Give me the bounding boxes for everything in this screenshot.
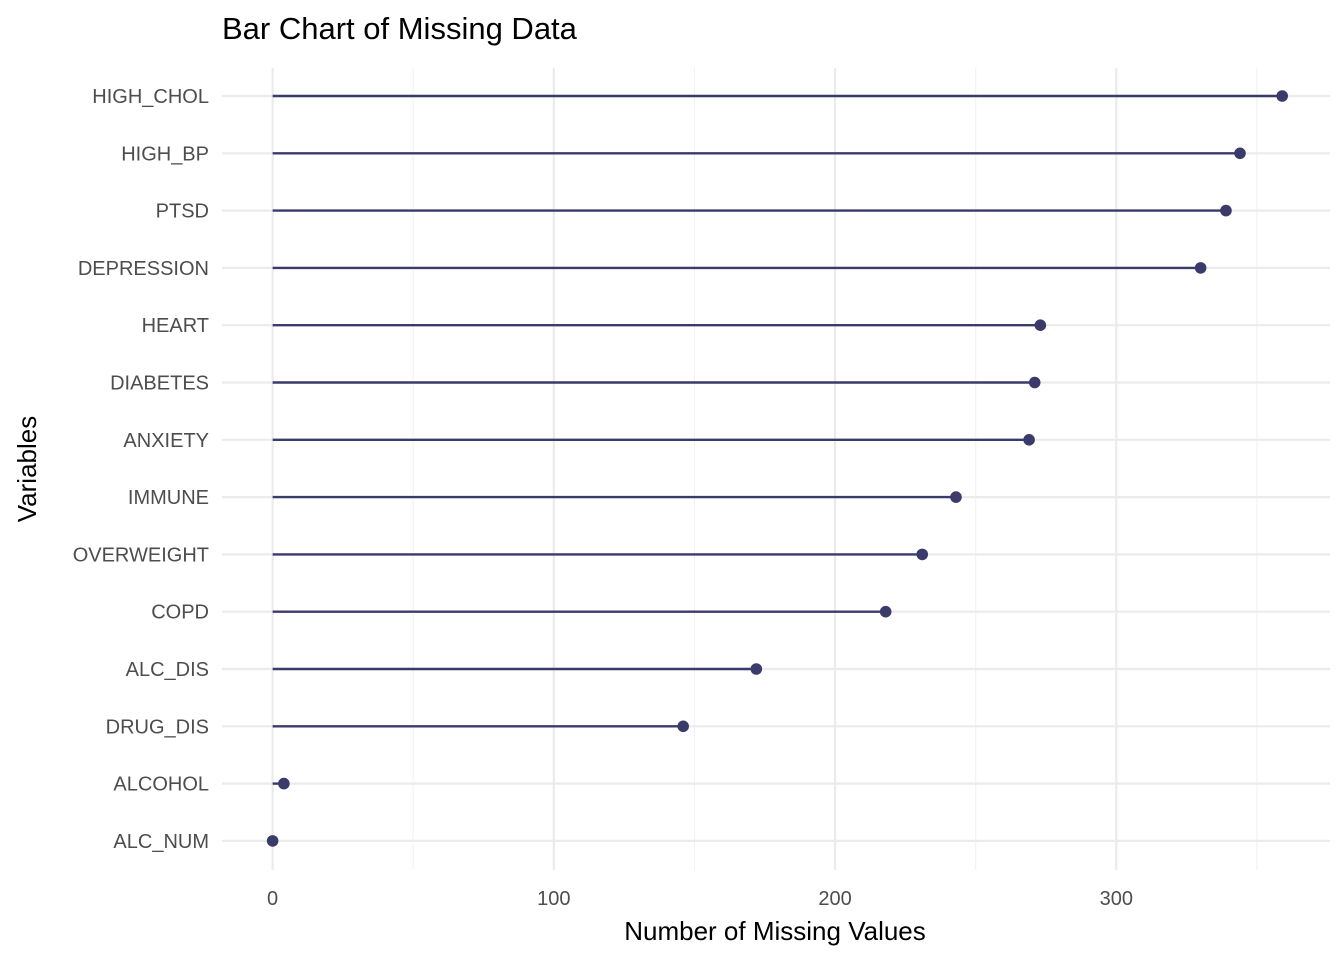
lollipop-point bbox=[950, 491, 962, 503]
y-tick-label: PTSD bbox=[156, 201, 209, 223]
chart-title: Bar Chart of Missing Data bbox=[222, 11, 578, 46]
x-axis-title: Number of Missing Values bbox=[624, 916, 926, 946]
x-tick-label: 300 bbox=[1100, 888, 1133, 910]
lollipop-point bbox=[278, 777, 290, 790]
y-tick-label: COPD bbox=[151, 602, 209, 624]
y-tick-label: ANXIETY bbox=[123, 430, 209, 452]
lollipop-point bbox=[677, 720, 689, 733]
x-tick-label: 200 bbox=[818, 888, 851, 910]
y-tick-label: DIABETES bbox=[110, 373, 209, 395]
x-tick-label: 100 bbox=[537, 888, 570, 910]
labels-layer: 0 100 200 300 HIGH_CHOL HIGH_BP PTSD DEPRESSION… bbox=[73, 86, 1133, 910]
y-tick-label: ALC_DIS bbox=[126, 659, 209, 681]
marks-layer bbox=[266, 90, 1288, 847]
y-tick-label: OVERWEIGHT bbox=[73, 544, 209, 566]
lollipop-point bbox=[916, 548, 929, 561]
grid-layer bbox=[222, 68, 1330, 870]
lollipop-point bbox=[750, 663, 763, 675]
y-tick-label: HEART bbox=[142, 315, 209, 337]
lollipop-point bbox=[266, 835, 279, 847]
lollipop-point bbox=[1276, 90, 1288, 102]
y-tick-label: ALC_NUM bbox=[113, 831, 209, 853]
y-tick-label: DRUG_DIS bbox=[106, 716, 209, 738]
y-tick-label: HIGH_BP bbox=[121, 143, 209, 165]
y-tick-label: HIGH_CHOL bbox=[92, 86, 209, 108]
y-tick-label: DEPRESSION bbox=[78, 258, 209, 280]
lollipop-point bbox=[1234, 147, 1246, 160]
lollipop-point bbox=[1220, 204, 1232, 217]
y-axis-title: Variables bbox=[12, 416, 42, 522]
y-tick-label: IMMUNE bbox=[128, 487, 209, 509]
x-tick-label: 0 bbox=[267, 888, 278, 910]
lollipop-point bbox=[1034, 319, 1047, 332]
lollipop-point bbox=[1194, 262, 1207, 274]
lollipop-point bbox=[1023, 434, 1035, 446]
y-tick-label: ALCOHOL bbox=[113, 774, 209, 796]
lollipop-point bbox=[879, 605, 892, 618]
lollipop-point bbox=[1028, 376, 1041, 389]
